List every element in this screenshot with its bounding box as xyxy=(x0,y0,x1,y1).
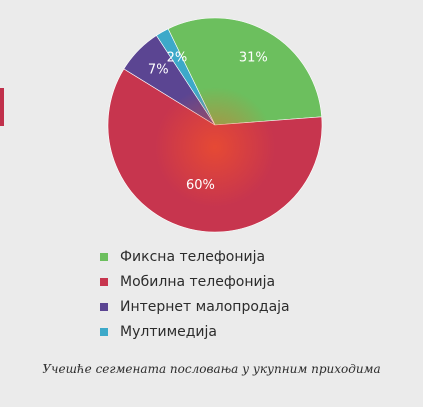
chart-legend: Фиксна телефонија Мобилна телефонија Инт… xyxy=(100,244,290,344)
slice-value-label: 31% xyxy=(239,51,268,66)
pie-chart: 31% 60% 7%2% xyxy=(107,17,323,233)
chart-caption: Учешће сегмената пословања у укупним при… xyxy=(42,362,381,376)
legend-item-internet-retail: Интернет малопродаја xyxy=(100,294,290,319)
slice-value-label: 2% xyxy=(167,51,188,66)
legend-item-fixed-telephony: Фиксна телефонија xyxy=(100,244,290,269)
accent-bar xyxy=(0,88,4,126)
legend-swatch-purple xyxy=(100,302,108,311)
legend-swatch-red xyxy=(100,277,108,286)
slice-value-label: 60% xyxy=(186,178,215,193)
legend-swatch-blue xyxy=(100,327,108,336)
legend-label: Интернет малопродаја xyxy=(120,298,290,315)
legend-label: Мобилна телефонија xyxy=(120,273,276,290)
slice-value-label: 7% xyxy=(148,62,169,77)
pie-center-glow xyxy=(155,87,275,207)
legend-swatch-green xyxy=(100,252,108,261)
legend-item-multimedia: Мултимедија xyxy=(100,319,290,344)
legend-label: Мултимедија xyxy=(120,323,217,340)
legend-item-mobile-telephony: Мобилна телефонија xyxy=(100,269,290,294)
legend-label: Фиксна телефонија xyxy=(120,248,266,265)
